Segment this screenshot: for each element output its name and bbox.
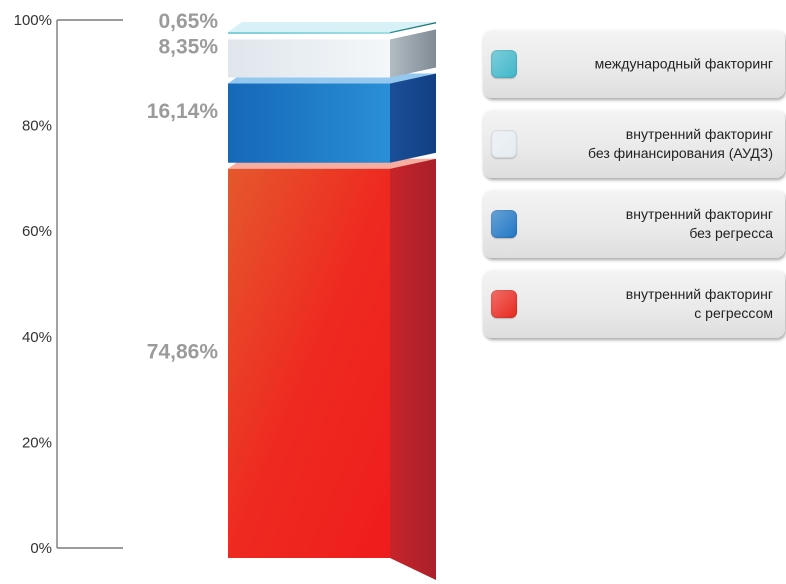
y-tick-label: 60%: [22, 223, 52, 240]
bar-front-face: [228, 39, 390, 78]
bar-side-face: [390, 73, 436, 163]
bar-top-face: [228, 22, 436, 32]
y-axis: 0% 20% 40% 60% 80% 100%: [14, 12, 123, 557]
bar-front-face: [228, 32, 390, 34]
legend-swatch: [491, 130, 517, 158]
bar-front-face: [228, 168, 390, 558]
value-label: 74,86%: [147, 340, 219, 363]
y-tick-label: 20%: [22, 434, 52, 451]
value-label: 8,35%: [158, 35, 218, 58]
legend-item: внутренний факторинг без регресса: [483, 190, 785, 258]
bar-segment: [228, 158, 436, 580]
legend-swatch: [491, 210, 517, 238]
bar-side-face: [390, 29, 436, 78]
value-label: 0,65%: [158, 10, 218, 33]
legend-swatch: [491, 50, 517, 78]
value-label: 16,14%: [147, 100, 219, 123]
bar-side-face: [390, 158, 436, 580]
bar-segment: [228, 22, 436, 34]
legend-item: международный факторинг: [483, 30, 785, 98]
legend-label: внутренний факторинг с регрессом: [625, 286, 773, 321]
bar-segment: [228, 29, 436, 78]
legend-label: внутренний факторинг без финансирования …: [588, 126, 773, 161]
legend-item: внутренний факторинг с регрессом: [483, 270, 785, 338]
bar-side-face: [390, 22, 436, 34]
value-labels: 74,86% 16,14% 8,35%0,65%: [147, 10, 219, 363]
legend-label: международный факторинг: [594, 55, 773, 72]
y-tick-label: 0%: [30, 540, 52, 557]
y-tick-labels: 0% 20% 40% 60% 80% 100%: [14, 12, 52, 557]
legend: международный факторинг внутренний фактор…: [483, 30, 785, 350]
bar-segment: [228, 73, 436, 163]
bar-front-face: [228, 83, 390, 163]
legend-swatch: [491, 290, 517, 318]
y-tick-label: 80%: [22, 118, 52, 135]
y-tick-label: 100%: [14, 12, 52, 29]
bar-segments: [228, 22, 436, 580]
y-tick-label: 40%: [22, 329, 52, 346]
legend-label: внутренний факторинг без регресса: [625, 206, 773, 241]
legend-item: внутренний факторинг без финансирования …: [483, 110, 785, 178]
